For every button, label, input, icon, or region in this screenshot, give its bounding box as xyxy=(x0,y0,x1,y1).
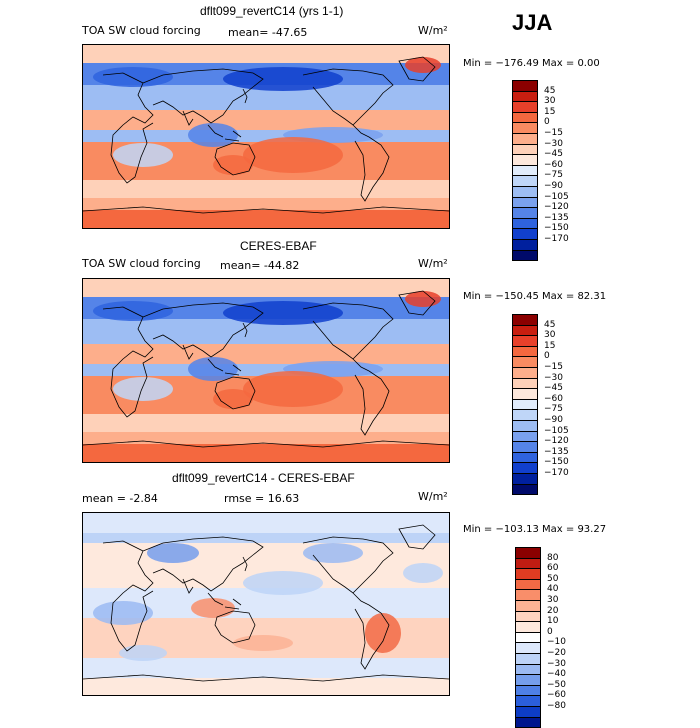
panel1-colorbar-label: 15 xyxy=(544,106,556,117)
panel1-colorbar-label: −60 xyxy=(544,159,563,170)
panel2-colorbar-label: 0 xyxy=(544,351,550,362)
panel3-minmax: Min = −103.13 Max = 93.27 xyxy=(463,524,607,535)
panel2-colorbar-swatch xyxy=(512,483,538,496)
panel1-colorbar-label: 0 xyxy=(544,117,550,128)
panel3-units: W/m² xyxy=(418,490,448,503)
panel3-colorbar-label: −10 xyxy=(547,637,566,648)
panel1-colorbar-label: 45 xyxy=(544,85,556,96)
panel2-colorbar-label: −170 xyxy=(544,468,569,478)
panel3-colorbar-label: 30 xyxy=(547,595,559,605)
panel3-colorbar-swatch xyxy=(515,716,541,728)
panel3-colorbar-label: 10 xyxy=(547,616,559,627)
panel2-map xyxy=(82,278,450,463)
panel2-colorbar-label: −60 xyxy=(544,393,563,404)
panel1-colorbar-label: 30 xyxy=(544,96,556,107)
panel2-minmax: Min = −150.45 Max = 82.31 xyxy=(463,291,607,302)
panel2-colorbar-label: −150 xyxy=(544,457,569,468)
season-label: JJA xyxy=(512,10,553,35)
panel3-colorbar-label: 60 xyxy=(547,563,559,574)
panel2-colorbar-label: −120 xyxy=(544,436,569,447)
panel1-colorbar-swatch xyxy=(512,249,538,262)
panel2-map-svg xyxy=(83,279,449,462)
panel2-colorbar-label: −15 xyxy=(544,362,563,372)
panel3-rmse: rmse = 16.63 xyxy=(224,492,300,505)
panel2-mean: mean= -44.82 xyxy=(220,259,300,272)
panel3-title: dflt099_revertC14 - CERES-EBAF xyxy=(172,471,355,485)
panel1-mean: mean= -47.65 xyxy=(228,26,308,39)
panel1-colorbar-label: −75 xyxy=(544,170,563,181)
panel2-colorbar-label: −30 xyxy=(544,372,563,383)
panel1-colorbar-label: −135 xyxy=(544,212,569,223)
panel2-title: CERES-EBAF xyxy=(240,239,317,253)
panel2-colorbar-label: −45 xyxy=(544,383,563,394)
panel3-colorbar-label: 0 xyxy=(547,626,553,637)
panel1-colorbar-label: −120 xyxy=(544,202,569,213)
panel1-colorbar-label: −150 xyxy=(544,223,569,234)
panel3-colorbar-label: 20 xyxy=(547,605,559,616)
panel1-colorbar-label: −45 xyxy=(544,149,563,160)
panel1-variable: TOA SW cloud forcing xyxy=(82,24,201,37)
panel2-colorbar-label: −90 xyxy=(544,415,563,425)
panel3-colorbar-label: −30 xyxy=(547,658,566,669)
panel3-colorbar-label: −20 xyxy=(547,648,566,658)
panel3-colorbar-label: −40 xyxy=(547,669,566,680)
panel2-colorbar-label: 30 xyxy=(544,330,556,341)
panel1-units: W/m² xyxy=(418,24,448,37)
panel2-variable: TOA SW cloud forcing xyxy=(82,257,201,270)
panel1-colorbar-label: −30 xyxy=(544,138,563,149)
panel1-colorbar-label: −15 xyxy=(544,128,563,138)
panel2-units: W/m² xyxy=(418,257,448,270)
panel3-colorbar-label: −60 xyxy=(547,690,566,701)
panel3-mean: mean = -2.84 xyxy=(82,492,158,505)
panel2-colorbar-label: −135 xyxy=(544,446,569,457)
panel1-title: dflt099_revertC14 (yrs 1-1) xyxy=(200,4,344,18)
panel3-colorbar-label: 80 xyxy=(547,552,559,563)
panel3-colorbar-label: 40 xyxy=(547,584,559,595)
panel3-colorbar-label: −80 xyxy=(547,701,566,711)
panel2-colorbar-label: 15 xyxy=(544,340,556,351)
panel1-colorbar-label: −90 xyxy=(544,181,563,191)
panel1-colorbar-label: −105 xyxy=(544,191,569,202)
panel1-minmax: Min = −176.49 Max = 0.00 xyxy=(463,58,600,69)
panel2-colorbar-label: 45 xyxy=(544,319,556,330)
panel3-colorbar-label: −50 xyxy=(547,679,566,690)
panel2-colorbar-label: −105 xyxy=(544,425,569,436)
panel3-map-svg xyxy=(83,513,449,695)
panel1-map-svg xyxy=(83,45,449,228)
panel1-map xyxy=(82,44,450,229)
panel1-colorbar-label: −170 xyxy=(544,234,569,244)
panel2-colorbar-label: −75 xyxy=(544,404,563,415)
panel3-colorbar-label: 50 xyxy=(547,573,559,584)
panel3-map xyxy=(82,512,450,696)
